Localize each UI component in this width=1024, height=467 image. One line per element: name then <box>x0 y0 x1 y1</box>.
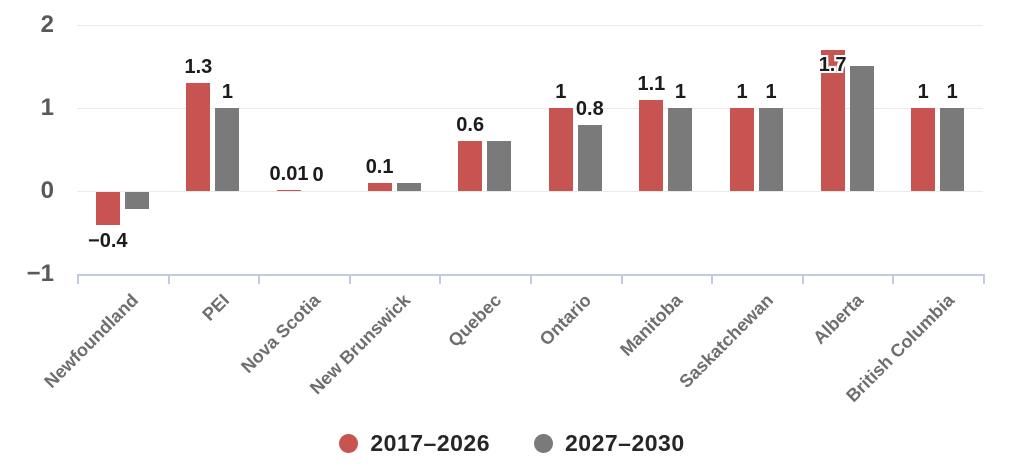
x-axis-tick <box>439 274 442 284</box>
y-axis-tick-label: −1 <box>26 260 54 287</box>
x-axis-tick <box>983 274 985 284</box>
value-label: 0.6 <box>456 114 485 136</box>
bar-newfoundland-gray <box>124 192 149 209</box>
bar-new-brunswick-red <box>367 183 392 191</box>
value-label: 0.1 <box>365 156 394 178</box>
bar-pei-gray <box>215 108 240 191</box>
bar-saskatchewan-red <box>730 108 754 191</box>
legend-label-2027-2030: 2027–2030 <box>565 430 685 456</box>
y-axis-tick-label: 1 <box>40 94 54 121</box>
value-label: 1.1 <box>637 73 666 95</box>
bar-ontario-red <box>548 108 573 191</box>
legend: 2017–2026 2027–2030 <box>0 430 1024 457</box>
x-axis-tick <box>620 274 623 284</box>
gridline-y-1 <box>77 108 983 109</box>
value-label: 1 <box>917 81 929 103</box>
gridline-y-2 <box>77 25 983 26</box>
bar-alberta-red <box>820 50 845 191</box>
bar-new-brunswick-gray <box>396 183 421 191</box>
bar-alberta-gray <box>849 66 874 191</box>
value-label: 1 <box>221 81 233 103</box>
value-label: 1 <box>946 81 958 103</box>
value-label: −0.4 <box>88 230 128 252</box>
x-axis-tick <box>892 274 895 284</box>
value-label: 1 <box>736 81 748 103</box>
x-axis-tick <box>711 274 714 284</box>
bar-british-columbia-gray <box>940 108 965 191</box>
bar-manitoba-gray <box>668 108 693 191</box>
bar-saskatchewan-gray <box>759 108 783 191</box>
x-axis-tick <box>348 274 351 284</box>
bar-manitoba-red <box>639 100 664 191</box>
value-label: 1 <box>555 81 567 103</box>
legend-swatch-red-icon <box>339 434 359 453</box>
y-axis-tick-label: 0 <box>40 177 54 204</box>
value-label: 1 <box>674 81 686 103</box>
x-axis-tick <box>77 274 79 284</box>
value-label: 1.3 <box>184 56 213 78</box>
bar-quebec-gray <box>487 141 512 191</box>
legend-swatch-gray-icon <box>534 434 553 453</box>
x-axis-tick <box>530 274 532 284</box>
value-label: 1.7 <box>818 54 847 76</box>
bar-british-columbia-red <box>911 108 936 191</box>
legend-label-2017-2026: 2017–2026 <box>370 430 490 456</box>
gridline-y-0 <box>77 191 983 192</box>
bar-quebec-red <box>458 141 483 191</box>
legend-item-2027-2030: 2027–2030 <box>534 430 685 457</box>
value-label: 0.01 <box>269 163 309 185</box>
x-axis-tick <box>167 274 170 284</box>
bar-ontario-gray <box>577 125 602 191</box>
bar-newfoundland-red <box>95 192 120 225</box>
bar-pei-red <box>186 83 211 191</box>
value-label: 0.8 <box>575 98 604 120</box>
value-label: 1 <box>765 81 777 103</box>
legend-item-2017-2026: 2017–2026 <box>339 430 490 457</box>
bar-nova-scotia-red <box>277 190 301 191</box>
x-axis-tick <box>258 274 261 284</box>
value-label: 0 <box>312 164 324 186</box>
x-axis-tick <box>801 274 804 284</box>
y-axis-tick-label: 2 <box>40 11 54 38</box>
